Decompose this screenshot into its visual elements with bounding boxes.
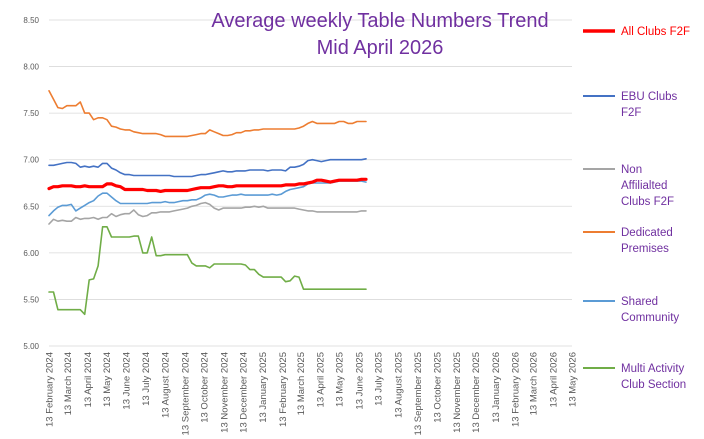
- legend: All Clubs F2F EBU Clubs F2F Non Affilialted C…: [583, 26, 690, 391]
- x-tick-label: 13 January 2026: [491, 352, 502, 423]
- x-tick-label: 13 September 2024: [180, 352, 191, 435]
- x-tick-label: 13 April 2026: [548, 352, 559, 407]
- series-line-dedicated-premises: [48, 90, 367, 138]
- x-tick-label: 13 March 2026: [529, 352, 540, 415]
- x-tick-label: 13 October 2024: [199, 352, 210, 423]
- legend-label: Club Section: [621, 379, 686, 391]
- x-tick-label: 13 May 2024: [102, 352, 113, 407]
- y-tick-label: 5.50: [23, 295, 39, 304]
- x-tick-label: 13 February 2024: [45, 352, 56, 427]
- y-tick-label: 7.00: [23, 156, 39, 165]
- legend-label: All Clubs F2F: [621, 26, 690, 38]
- x-tick-label: 13 April 2025: [316, 352, 327, 407]
- series-line-non-affilialted-clubs-f2f: [48, 201, 367, 225]
- series-line-ebu-clubs-f2f: [48, 158, 367, 178]
- legend-label: Multi Activity: [621, 363, 685, 375]
- y-tick-label: 8.00: [23, 63, 39, 72]
- series-line-multi-activity-club-section: [48, 226, 367, 316]
- series-lines: [47, 90, 368, 316]
- series-line-all-clubs-f2f: [47, 177, 368, 193]
- x-tick-label: 13 December 2024: [238, 352, 249, 433]
- x-tick-label: 13 June 2024: [122, 352, 133, 410]
- x-tick-label: 13 February 2025: [278, 352, 289, 427]
- legend-label: F2F: [621, 107, 641, 119]
- legend-label: Community: [621, 312, 679, 324]
- x-tick-label: 13 July 2024: [141, 352, 152, 406]
- x-tick-label: 13 March 2024: [63, 352, 74, 415]
- chart-title-line-2: Mid April 2026: [317, 37, 444, 59]
- y-tick-label: 6.00: [23, 249, 39, 258]
- x-tick-label: 13 March 2025: [296, 352, 307, 415]
- x-tick-label: 13 June 2025: [354, 352, 365, 410]
- x-tick-label: 13 August 2025: [393, 352, 404, 418]
- x-tick-label: 13 February 2026: [511, 352, 522, 427]
- x-tick-label: 13 December 2025: [471, 352, 482, 433]
- y-tick-label: 7.50: [23, 109, 39, 118]
- legend-label: Premises: [621, 243, 669, 255]
- legend-label: Affilialted: [621, 180, 667, 192]
- x-tick-label: 13 May 2025: [335, 352, 346, 407]
- legend-label: Dedicated: [621, 227, 673, 239]
- legend-label: Clubs F2F: [621, 196, 674, 208]
- x-tick-label: 13 November 2025: [452, 352, 463, 433]
- x-tick-label: 13 August 2024: [161, 352, 172, 418]
- x-tick-label: 13 October 2025: [432, 352, 443, 423]
- x-tick-label: 13 July 2025: [374, 352, 385, 406]
- y-axis-ticks: 5.00 5.50 6.00 6.50 7.00 7.50 8.00 8.50: [23, 16, 39, 351]
- x-tick-label: 13 November 2024: [219, 352, 230, 433]
- legend-label: Non: [621, 164, 642, 176]
- legend-label: Shared: [621, 296, 658, 308]
- y-tick-label: 8.50: [23, 16, 39, 25]
- x-axis-ticks: 13 February 2024 13 March 2024 13 April 20…: [45, 352, 579, 435]
- chart-title-line-1: Average weekly Table Numbers Trend: [211, 10, 548, 32]
- legend-label: EBU Clubs: [621, 91, 677, 103]
- y-tick-label: 5.00: [23, 342, 39, 351]
- x-tick-label: 13 September 2025: [413, 352, 424, 435]
- x-tick-label: 13 April 2024: [83, 352, 94, 407]
- x-tick-label: 13 January 2025: [258, 352, 269, 423]
- x-tick-label: 13 May 2026: [568, 352, 579, 407]
- y-tick-label: 6.50: [23, 202, 39, 211]
